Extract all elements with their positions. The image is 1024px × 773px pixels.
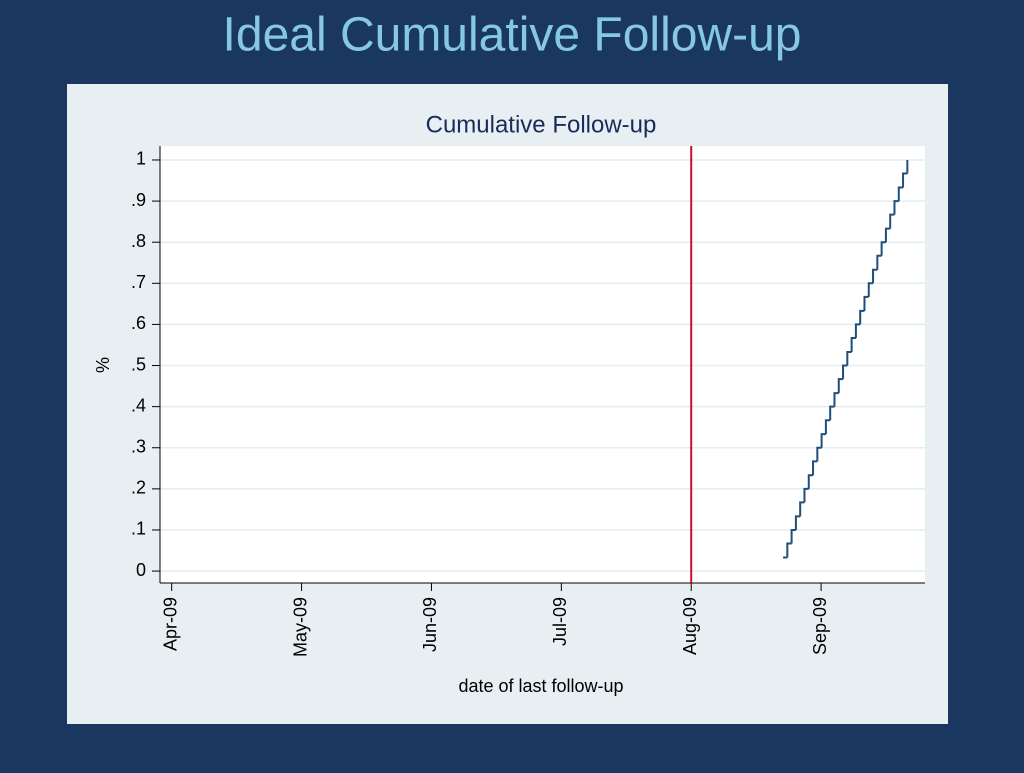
y-axis-title: % <box>93 357 113 373</box>
step-segment <box>812 460 818 476</box>
step-segment <box>889 213 895 229</box>
x-tick-label: May-09 <box>290 597 310 657</box>
y-tick-label: .3 <box>131 436 146 456</box>
step-segment <box>897 186 904 202</box>
step-segment <box>833 392 839 407</box>
step-segment <box>867 282 874 297</box>
y-tick-label: 0 <box>136 560 146 580</box>
step-segment <box>837 378 844 394</box>
y-tick-label: 1 <box>136 149 146 169</box>
x-tick-label: Apr-09 <box>160 597 180 651</box>
y-tick-label: .1 <box>131 519 146 539</box>
step-segment <box>872 268 878 284</box>
step-segment <box>884 227 891 243</box>
step-segment <box>842 364 848 380</box>
x-tick-label: Sep-09 <box>810 597 830 655</box>
y-tick-label: .4 <box>131 395 146 415</box>
x-tick-label: Jul-09 <box>550 597 570 646</box>
slide-title: Ideal Cumulative Follow-up <box>223 9 802 62</box>
step-segment <box>880 241 886 256</box>
x-tick-label: Aug-09 <box>680 597 700 655</box>
y-tick-label: .8 <box>131 231 146 251</box>
step-segment <box>824 419 831 435</box>
step-segment <box>863 295 869 311</box>
y-tick-label: .7 <box>131 272 146 292</box>
y-tick-label: .2 <box>131 478 146 498</box>
step-segment <box>893 200 899 215</box>
y-tick-label: .5 <box>131 354 146 374</box>
step-segment <box>807 474 814 489</box>
plot-area <box>160 146 925 583</box>
step-segment <box>859 309 865 325</box>
step-segment <box>799 501 805 517</box>
step-segment <box>816 446 822 462</box>
x-axis-title: date of last follow-up <box>458 676 623 696</box>
step-segment <box>829 405 835 421</box>
step-segment <box>902 172 908 188</box>
y-tick-label: .6 <box>131 313 146 333</box>
step-segment <box>846 350 852 366</box>
step-segment <box>786 542 792 558</box>
step-segment <box>790 528 796 544</box>
step-segment <box>803 487 809 503</box>
step-segment <box>820 433 826 448</box>
step-segment <box>854 323 861 338</box>
y-tick-label: .9 <box>131 190 146 210</box>
step-segment <box>794 515 801 530</box>
chart-title: Cumulative Follow-up <box>426 111 657 138</box>
step-segment <box>850 336 856 352</box>
x-tick-label: Jun-09 <box>420 597 440 652</box>
step-segment <box>876 254 882 270</box>
